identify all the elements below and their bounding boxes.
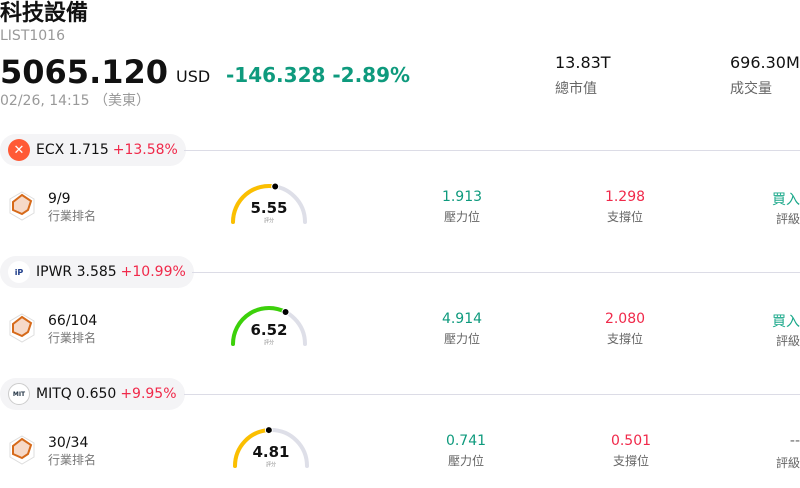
rating-label: 評級	[775, 212, 800, 226]
score-label: 評分	[265, 462, 276, 468]
radar-chart-icon	[9, 435, 35, 465]
index-code: LIST1016	[0, 28, 65, 44]
score-gauge	[231, 306, 307, 346]
industry-rank: 30/34	[48, 435, 89, 451]
resistance-value: 0.741	[445, 433, 487, 449]
score-gauge	[233, 426, 309, 468]
divider	[192, 272, 800, 273]
gauge-marker	[264, 426, 273, 435]
market-cap-value: 13.83T	[555, 53, 611, 72]
rating-value: 買入	[772, 314, 800, 330]
stock-change: +9.95%	[120, 386, 177, 402]
mitq-logo-icon: MIT	[8, 383, 30, 405]
rating-value: 買入	[772, 192, 800, 208]
resistance-label: 壓力位	[443, 210, 480, 224]
resistance-value: 1.913	[441, 189, 483, 205]
volume-value: 696.30M	[730, 53, 800, 72]
radar-chart-icon	[9, 313, 35, 343]
support-value: 1.298	[604, 189, 646, 205]
divider	[184, 150, 800, 151]
resistance-label: 壓力位	[443, 332, 480, 346]
resistance-value: 4.914	[441, 311, 483, 327]
industry-rank-label: 行業排名	[48, 209, 97, 223]
industry-rank: 66/104	[48, 313, 98, 329]
market-cap-label: 總市值	[555, 81, 597, 97]
stock-chip[interactable]: iP IPWR 3.585 +10.99%	[0, 256, 194, 288]
rating-label: 評級	[775, 456, 800, 470]
stock-change: +13.58%	[112, 142, 178, 158]
support-value: 0.501	[610, 433, 652, 449]
rating-label: 評級	[775, 334, 800, 348]
gauge-fill	[231, 184, 278, 224]
gauge-fill	[231, 306, 288, 346]
score-value: 4.81	[252, 443, 290, 461]
currency: USD	[176, 67, 211, 86]
score-gauge	[231, 182, 307, 224]
stock-symbol-price: ECX 1.715	[36, 142, 109, 158]
price: 5065.120	[0, 53, 169, 91]
page-title: 科技設備	[0, 1, 89, 26]
ecx-logo-icon: ✕	[8, 139, 30, 161]
ipwr-logo-icon: iP	[8, 261, 30, 283]
industry-rank: 9/9	[48, 191, 71, 207]
score-label: 評分	[263, 340, 274, 346]
timestamp: 02/26, 14:15 （美東）	[0, 93, 151, 109]
score-value: 5.55	[250, 199, 288, 217]
price-change: -146.328 -2.89%	[226, 63, 411, 87]
stock-symbol-price: MITQ 0.650	[36, 386, 117, 402]
score-value: 6.52	[250, 321, 288, 339]
volume-label: 成交量	[730, 81, 772, 97]
stock-change: +10.99%	[120, 264, 186, 280]
divider	[184, 394, 800, 395]
rating-value: --	[789, 433, 800, 449]
gauge-fill	[233, 428, 271, 468]
score-label: 評分	[263, 218, 274, 224]
stock-chip[interactable]: ✕ ECX 1.715 +13.58%	[0, 134, 186, 166]
stock-symbol-price: IPWR 3.585	[36, 264, 117, 280]
gauge-marker	[281, 308, 290, 317]
gauge-marker	[271, 182, 280, 191]
support-value: 2.080	[604, 311, 646, 327]
support-label: 支撐位	[606, 210, 643, 224]
support-label: 支撐位	[606, 332, 643, 346]
resistance-label: 壓力位	[447, 454, 484, 468]
industry-rank-label: 行業排名	[48, 331, 97, 345]
industry-rank-label: 行業排名	[48, 453, 97, 467]
support-label: 支撐位	[612, 454, 649, 468]
radar-chart-icon	[9, 191, 35, 221]
stock-chip[interactable]: MIT MITQ 0.650 +9.95%	[0, 378, 185, 410]
